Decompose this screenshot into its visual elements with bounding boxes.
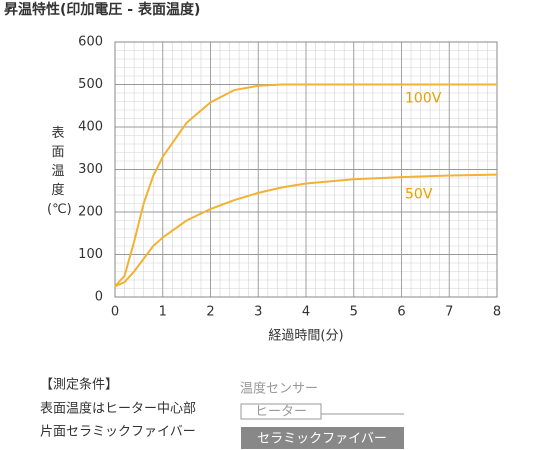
x-tick-label: 5: [350, 305, 358, 320]
conditions-line: 片面セラミックファイバー: [40, 425, 196, 440]
x-axis-title: 経過時間(分): [268, 329, 343, 344]
x-tick-label: 0: [111, 305, 119, 320]
series-line: [114, 173, 498, 288]
x-tick-label: 7: [445, 305, 453, 320]
conditions-heading: 【測定条件】: [40, 377, 118, 393]
fiber-label: セラミックファイバー: [257, 432, 387, 447]
plot-frame: [114, 41, 498, 298]
series-label: 100V: [405, 91, 442, 107]
series-label: 50V: [405, 187, 433, 203]
x-tick-label: 2: [206, 305, 214, 320]
x-tick-label: 6: [397, 305, 405, 320]
y-tick-label: 100: [78, 247, 103, 262]
y-tick-label: 0: [95, 290, 103, 305]
x-tick-label: 4: [302, 305, 310, 320]
x-tick-label: 1: [159, 305, 167, 320]
x-tick-label: 3: [254, 305, 262, 320]
heater-box: [240, 403, 322, 420]
fiber-box: [241, 427, 404, 449]
sensor-label: 温度センサー: [240, 381, 318, 397]
y-tick-label: 500: [78, 77, 103, 92]
x-tick-label: 8: [493, 305, 501, 320]
y-tick-label: 600: [78, 35, 103, 50]
conditions-line: 表面温度はヒーター中心部: [40, 401, 196, 417]
series-line: [114, 83, 497, 288]
y-tick-label: 300: [78, 162, 103, 177]
y-tick-label: 400: [78, 120, 103, 135]
chart-title: 昇温特性(印加電圧 - 表面温度): [4, 1, 200, 18]
y-tick-label: 200: [78, 205, 103, 220]
y-axis-title: 表面温度(℃): [47, 126, 72, 217]
heater-label: ヒーター: [255, 405, 307, 420]
